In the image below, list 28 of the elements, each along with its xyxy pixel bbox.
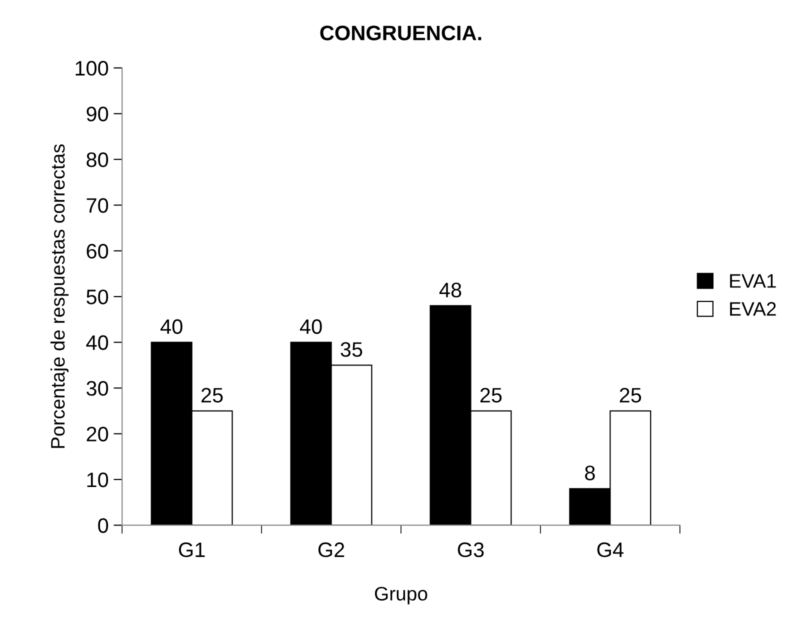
y-tick-label: 50 <box>86 290 108 304</box>
y-tick-label: 100 <box>76 60 108 76</box>
chart-title: CONGRUENCIA. <box>320 26 482 40</box>
y-tick-label: 30 <box>86 381 108 396</box>
data-label: 8 <box>585 466 595 480</box>
y-tick-label: 70 <box>86 198 108 213</box>
y-tick-label: 0 <box>98 518 108 533</box>
data-label: 25 <box>620 388 642 403</box>
y-tick-label: 60 <box>86 244 108 259</box>
x-tick-label: G4 <box>597 542 624 558</box>
y-tick-label: 20 <box>86 426 108 442</box>
data-label: 25 <box>202 388 223 403</box>
x-axis-title: Grupo <box>374 586 428 604</box>
x-tick-label: G3 <box>458 542 484 558</box>
legend-label: EVA2 <box>730 302 776 316</box>
y-tick-label: 40 <box>86 335 108 350</box>
y-tick-label: 10 <box>87 472 108 488</box>
x-tick-label: G2 <box>318 542 344 558</box>
y-tick-label: 80 <box>86 152 108 168</box>
data-label: 40 <box>160 319 182 334</box>
legend-label: EVA1 <box>730 274 776 288</box>
data-label: 25 <box>480 388 502 403</box>
data-label: 40 <box>300 319 322 334</box>
x-tick-label: G1 <box>178 542 205 558</box>
data-label: 48 <box>439 282 462 298</box>
y-axis-title: Porcentaje de respuestas correctas <box>50 144 69 448</box>
y-tick-label: 90 <box>86 106 108 122</box>
data-label: 35 <box>340 342 362 357</box>
